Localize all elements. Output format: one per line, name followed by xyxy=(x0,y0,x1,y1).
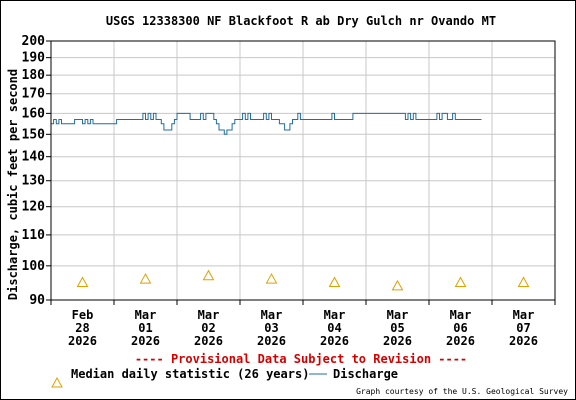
x-tick-label: Feb 28 2026 xyxy=(68,308,97,348)
median-marker xyxy=(202,269,215,281)
y-tick-label: 190 xyxy=(22,51,46,66)
discharge-series-line xyxy=(51,112,482,135)
y-tick-label: 100 xyxy=(22,259,46,274)
y-tick-label: 120 xyxy=(22,200,46,215)
median-marker xyxy=(328,276,341,287)
x-tick-label: Mar 07 2026 xyxy=(509,308,538,348)
legend-median-triangle-icon xyxy=(51,376,63,388)
y-tick-label: 90 xyxy=(29,293,45,308)
y-tick-label: 150 xyxy=(22,127,46,142)
y-tick-label: 110 xyxy=(22,228,46,243)
x-tick-label: Mar 06 2026 xyxy=(446,308,475,348)
chart-title: USGS 12338300 NF Blackfoot R ab Dry Gulc… xyxy=(106,14,496,28)
grid-lines xyxy=(50,40,556,301)
y-tick-label: 200 xyxy=(22,34,46,49)
x-axis-ticks: Feb 28 2026 Mar 01 2026 Mar 02 2026 Mar 03 2026 Mar 0… xyxy=(50,300,556,348)
legend: Median daily statistic (26 years) Discha… xyxy=(51,367,398,388)
y-axis-label: Discharge, cubic feet per second xyxy=(6,69,20,300)
median-marker xyxy=(391,279,404,291)
x-tick-label: Mar 03 2026 xyxy=(257,308,286,348)
median-markers xyxy=(76,269,530,291)
x-tick-label: Mar 01 2026 xyxy=(131,308,160,348)
y-tick-label: 180 xyxy=(22,68,46,83)
x-tick-label: Mar 02 2026 xyxy=(194,308,223,348)
median-marker xyxy=(454,276,467,287)
median-marker xyxy=(139,273,152,284)
y-tick-label: 170 xyxy=(22,87,46,102)
y-tick-label: 140 xyxy=(22,150,46,165)
x-tick-label: Mar 05 2026 xyxy=(383,308,412,348)
provisional-notice: ---- Provisional Data Subject to Revisio… xyxy=(135,352,467,366)
y-tick-label: 130 xyxy=(22,174,46,189)
legend-discharge-label: Discharge xyxy=(333,367,398,381)
x-tick-label: Mar 04 2026 xyxy=(320,308,349,348)
usgs-credit: Graph courtesy of the U.S. Geological Su… xyxy=(356,387,568,396)
series-layer xyxy=(51,112,482,135)
median-marker xyxy=(76,276,89,287)
y-tick-label: 160 xyxy=(22,106,46,121)
median-marker xyxy=(265,273,278,284)
legend-median-label: Median daily statistic (26 years) xyxy=(71,367,309,381)
y-axis-ticks: 90 100 110 120 130 140 150 160 170 180 190 200 xyxy=(22,34,51,308)
median-marker xyxy=(517,276,530,287)
